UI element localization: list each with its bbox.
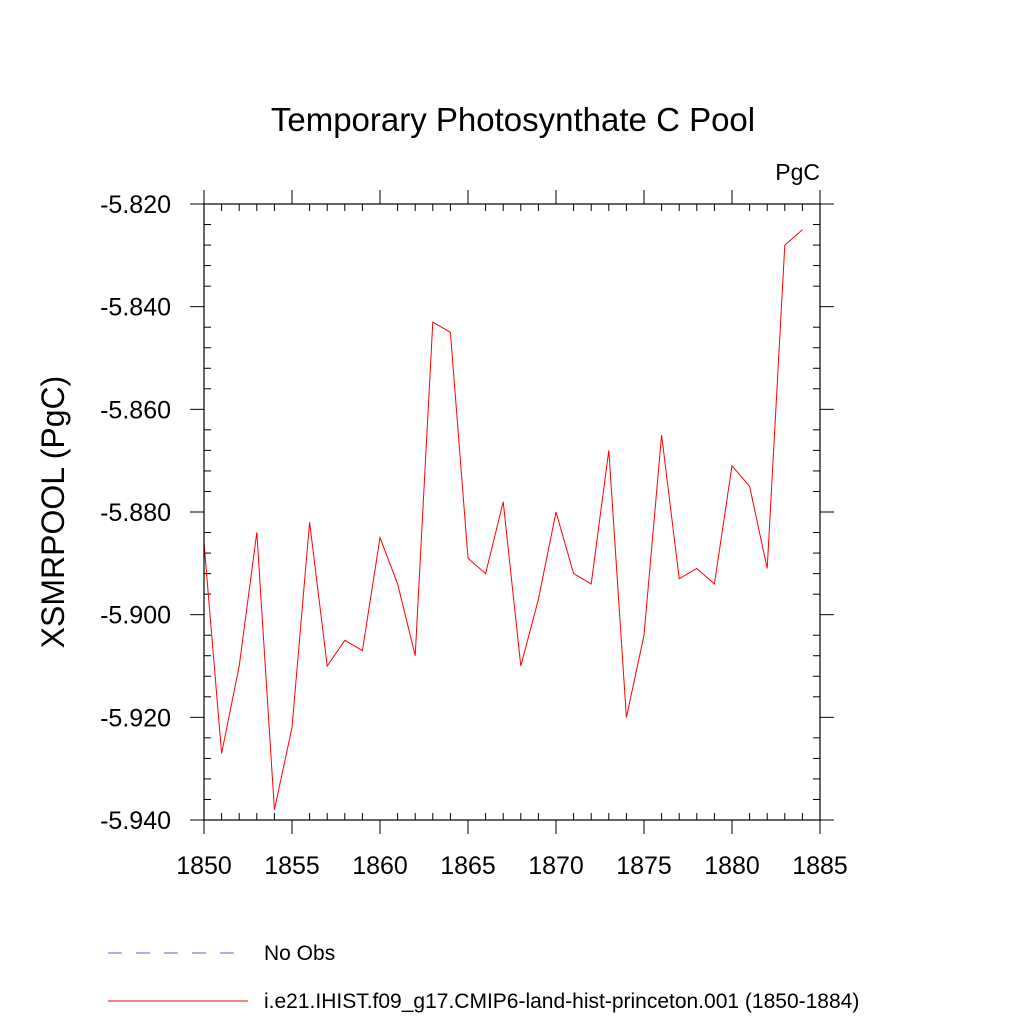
x-tick-label: 1885: [792, 852, 848, 880]
x-tick-label: 1870: [528, 852, 584, 880]
chart-title: Temporary Photosynthate C Pool: [271, 101, 755, 138]
y-tick-label: -5.860: [100, 396, 171, 424]
x-tick-label: 1850: [176, 852, 232, 880]
legend: No Obs i.e21.IHIST.f09_g17.CMIP6-land-hi…: [108, 942, 859, 1013]
x-tick-labels: 1850 1855 1860 1865 1870 1875 1880 1885: [176, 852, 848, 880]
legend-no-obs-label: No Obs: [264, 942, 335, 965]
x-tick-label: 1875: [616, 852, 672, 880]
data-series-line: [203, 229, 803, 810]
y-tick-labels: -5.820 -5.840 -5.860 -5.880 -5.900 -5.920 -5.9…: [100, 191, 171, 835]
axis-ticks: [190, 190, 834, 834]
y-tick-label: -5.920: [100, 704, 171, 732]
plot-frame: [203, 203, 821, 821]
y-tick-label: -5.840: [100, 294, 171, 322]
x-tick-label: 1860: [352, 852, 408, 880]
x-tick-label: 1865: [440, 852, 496, 880]
units-label: PgC: [775, 159, 820, 185]
x-tick-label: 1880: [704, 852, 760, 880]
y-tick-label: -5.820: [100, 191, 171, 219]
x-tick-label: 1855: [264, 852, 320, 880]
y-tick-label: -5.940: [100, 807, 171, 835]
y-axis-label: XSMRPOOL (PgC): [35, 376, 71, 649]
y-tick-label: -5.880: [100, 499, 171, 527]
y-tick-label: -5.900: [100, 602, 171, 630]
legend-series-label: i.e21.IHIST.f09_g17.CMIP6-land-hist-prin…: [264, 990, 859, 1013]
